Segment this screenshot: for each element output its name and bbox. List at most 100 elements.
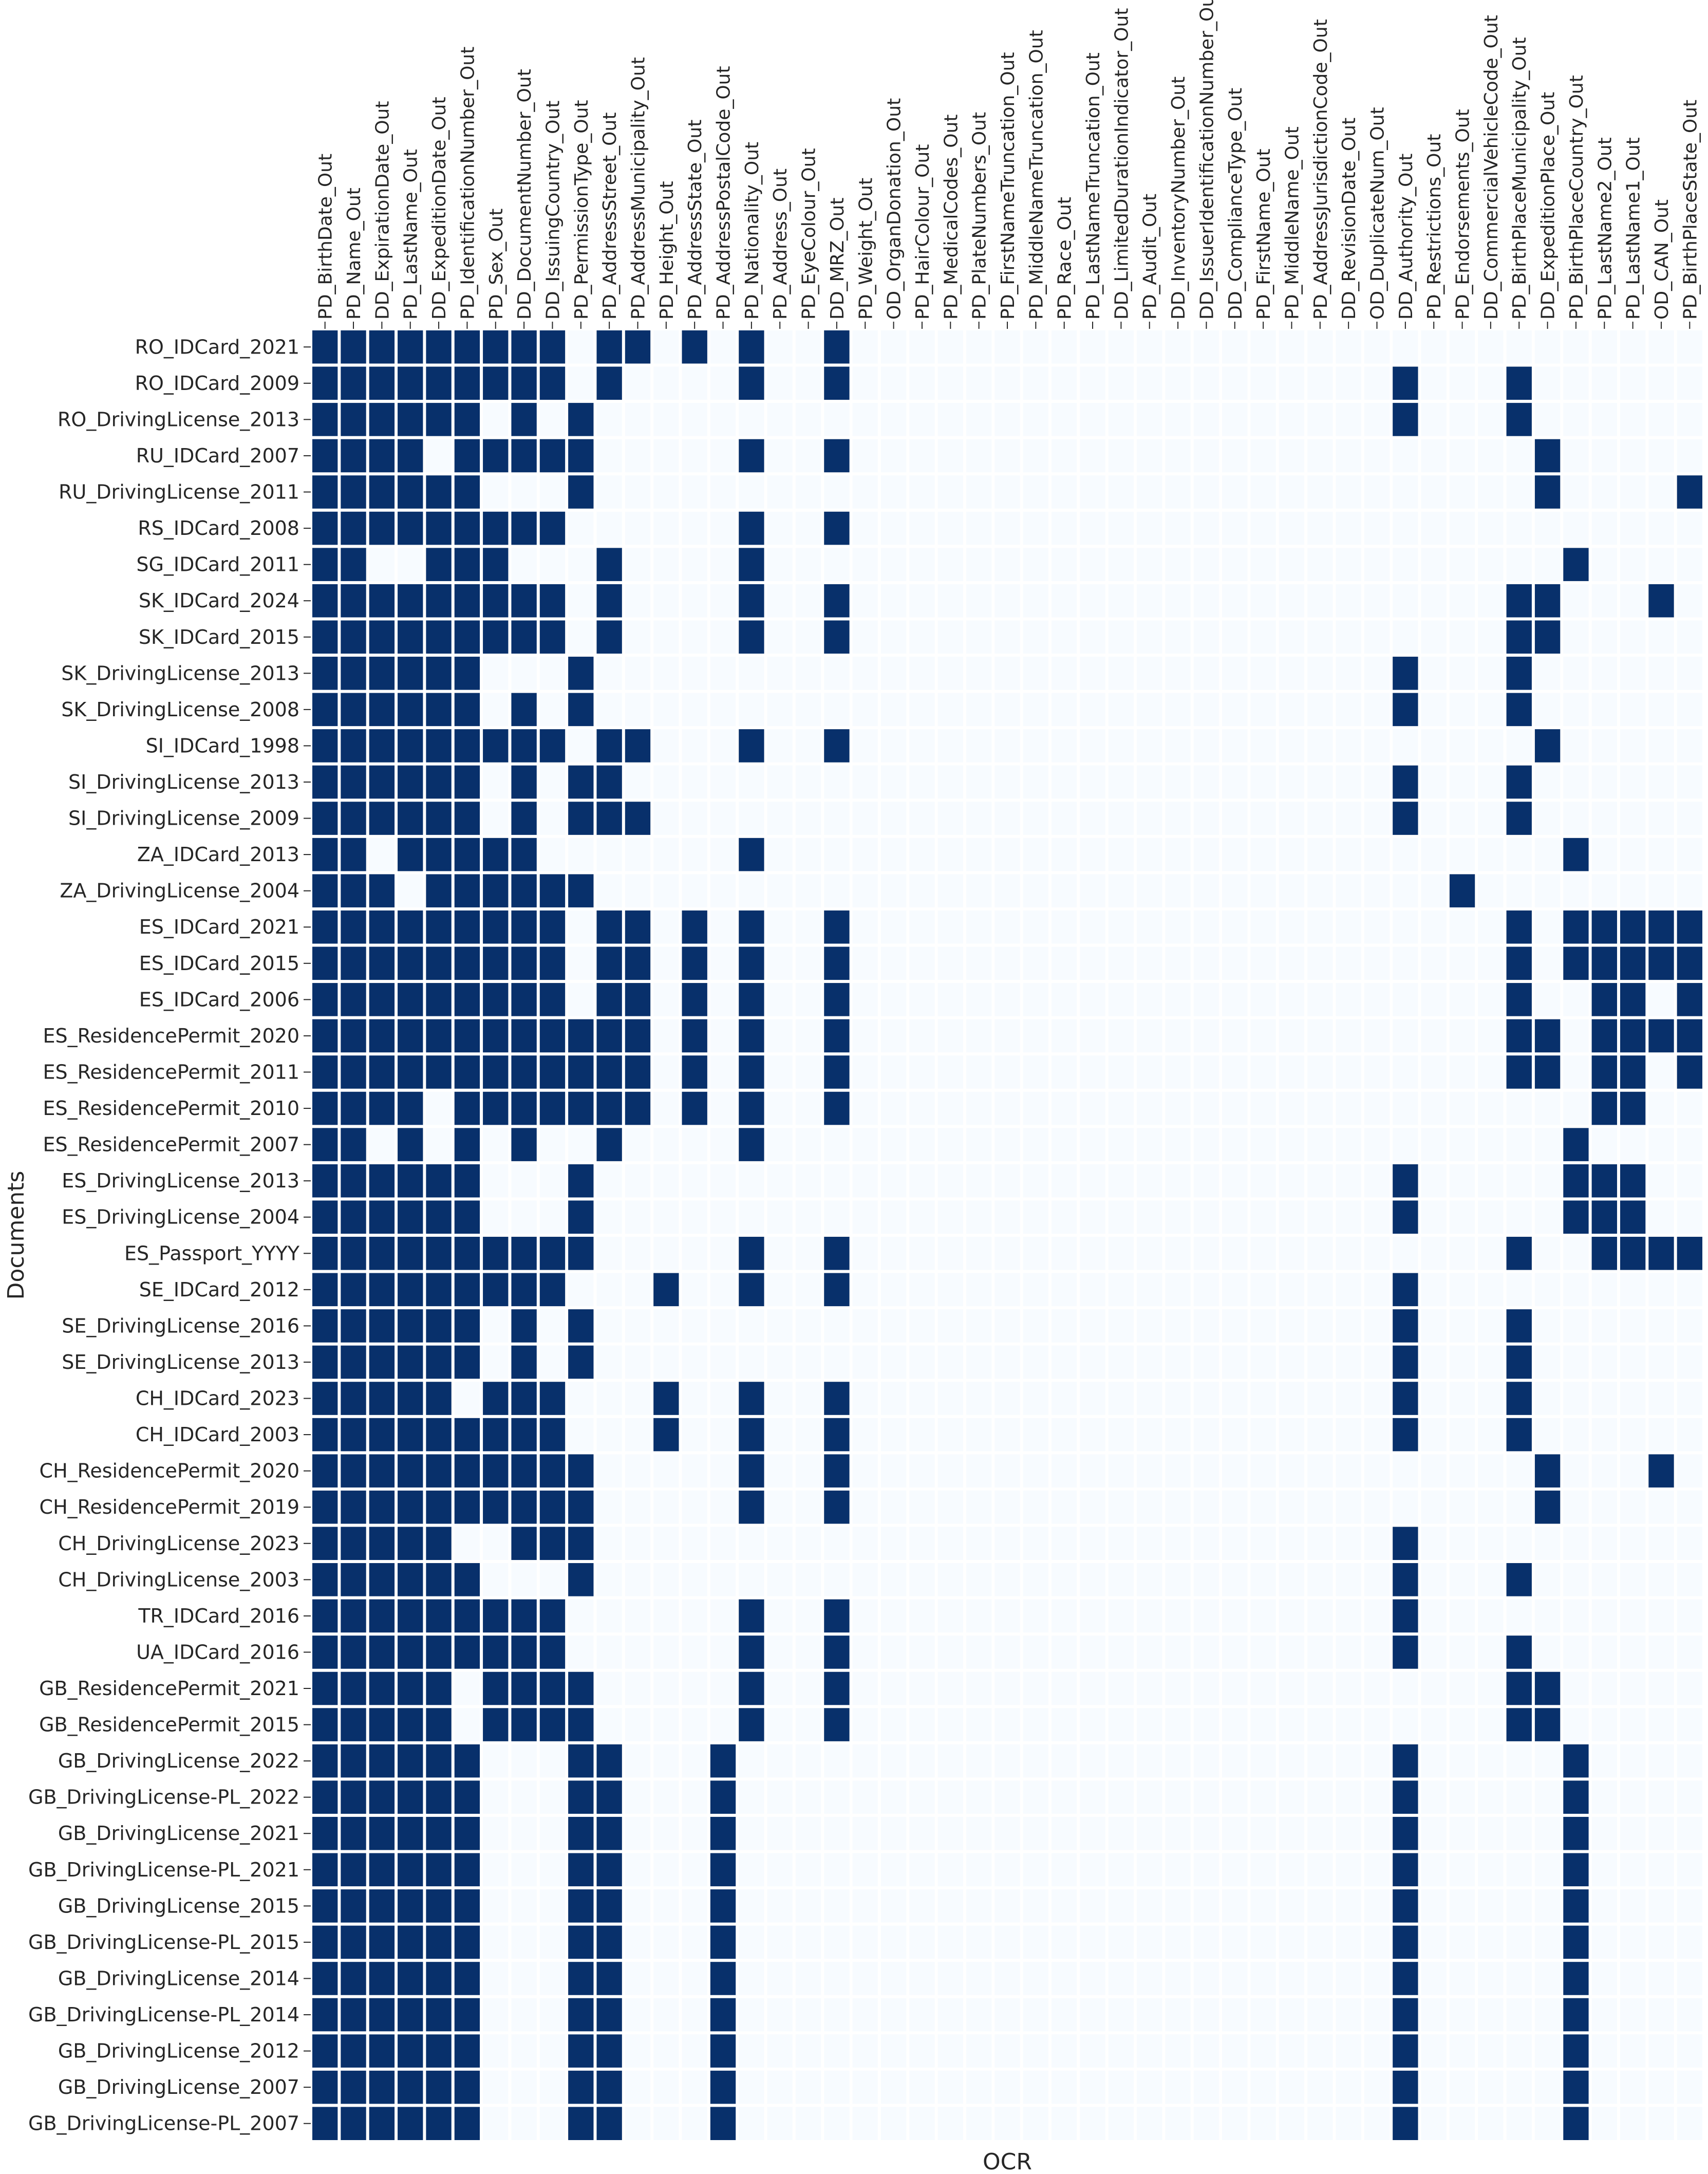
heatmap-cell	[1563, 1998, 1589, 2032]
heatmap-cell	[994, 2107, 1020, 2140]
heatmap-cell	[739, 1200, 764, 1234]
heatmap-cell	[369, 330, 395, 364]
heatmap-cell	[1279, 1889, 1305, 1923]
heatmap-cell	[1591, 838, 1617, 871]
heatmap-cell	[1250, 802, 1276, 835]
column-tick-label: PD_BirthPlaceCountry_Out	[1566, 75, 1587, 320]
column-tick-label: PD_Name_Out	[344, 188, 365, 320]
heatmap-cell	[1677, 1962, 1702, 1995]
heatmap-cell	[1052, 1273, 1077, 1307]
heatmap-cell	[1080, 1671, 1105, 1705]
heatmap-cell	[1648, 1527, 1674, 1560]
heatmap-cell	[1193, 2034, 1219, 2068]
heatmap-cell	[568, 946, 594, 980]
heatmap-cell	[568, 1853, 594, 1887]
heatmap-cell	[1534, 1382, 1561, 1415]
heatmap-cell	[568, 548, 594, 581]
heatmap-cell	[966, 910, 992, 944]
heatmap-cell	[1393, 802, 1418, 835]
heatmap-cell	[1165, 2034, 1191, 2068]
heatmap-cell	[1336, 1345, 1361, 1379]
heatmap-cell	[1193, 1382, 1219, 1415]
heatmap-cell	[454, 1998, 480, 2032]
heatmap-cell	[1023, 1309, 1049, 1343]
heatmap-cell	[1677, 548, 1702, 581]
heatmap-cell	[625, 1164, 651, 1198]
heatmap-cell	[1591, 2070, 1617, 2104]
heatmap-cell	[795, 1816, 821, 1850]
heatmap-cell	[682, 1309, 707, 1343]
row-tick-label: GB_ResidencePermit_2021	[39, 1677, 299, 1700]
heatmap-cell	[341, 1418, 366, 1452]
heatmap-cell	[454, 1816, 480, 1850]
heatmap-cell	[1052, 1636, 1077, 1669]
heatmap-cell	[710, 366, 736, 400]
heatmap-cell	[824, 1490, 850, 1524]
row-tick-label: ES_IDCard_2021	[139, 916, 299, 938]
heatmap-cell	[880, 1454, 907, 1488]
heatmap-cell	[1307, 1382, 1333, 1415]
heatmap-cell	[1677, 1853, 1702, 1887]
heatmap-cell	[1534, 657, 1561, 690]
heatmap-cell	[739, 946, 764, 980]
heatmap-cell	[1108, 1309, 1134, 1343]
heatmap-cell	[1052, 2070, 1077, 2104]
heatmap-cell	[426, 1925, 452, 1959]
heatmap-cell	[1336, 620, 1361, 654]
heatmap-cell	[1421, 1490, 1447, 1524]
heatmap-cell	[1165, 403, 1191, 436]
heatmap-cell	[909, 511, 935, 545]
heatmap-cell	[454, 1345, 480, 1379]
heatmap-cell	[1165, 657, 1191, 690]
heatmap-cell	[1250, 1055, 1276, 1089]
heatmap-cell	[312, 366, 338, 400]
heatmap-cell	[1563, 1309, 1589, 1343]
heatmap-cell	[1307, 1237, 1333, 1270]
heatmap-cell	[312, 1527, 338, 1560]
heatmap-cell	[739, 511, 764, 545]
heatmap-cell	[880, 946, 907, 980]
heatmap-cell	[1506, 1708, 1532, 1741]
heatmap-cell	[1108, 1382, 1134, 1415]
heatmap-cell	[994, 1309, 1020, 1343]
heatmap-cell	[625, 693, 651, 727]
heatmap-cell	[1165, 1671, 1191, 1705]
heatmap-cell	[795, 548, 821, 581]
heatmap-cell	[511, 403, 537, 436]
heatmap-cell	[1449, 1382, 1475, 1415]
heatmap-cell	[966, 1164, 992, 1198]
heatmap-cell	[341, 1671, 366, 1705]
column-tick-label: PD_BirthPlaceMunicipality_Out	[1509, 37, 1530, 320]
heatmap-cell	[1279, 1925, 1305, 1959]
heatmap-cell	[1393, 1382, 1418, 1415]
heatmap-cell	[1052, 1599, 1077, 1633]
heatmap-cell	[1677, 1744, 1702, 1778]
heatmap-cell	[454, 403, 480, 436]
heatmap-cell	[937, 1889, 963, 1923]
heatmap-cell	[710, 2107, 736, 2140]
heatmap-cell	[1193, 2070, 1219, 2104]
heatmap-cell	[539, 1091, 566, 1125]
heatmap-cell	[1108, 548, 1134, 581]
heatmap-cell	[1563, 1671, 1589, 1705]
heatmap-cell	[1449, 802, 1475, 835]
heatmap-cell	[739, 1273, 764, 1307]
heatmap-cell	[824, 802, 850, 835]
heatmap-cell	[1137, 1454, 1162, 1488]
heatmap-cell	[596, 1563, 622, 1596]
heatmap-cell	[767, 657, 793, 690]
heatmap-cell	[682, 1418, 707, 1452]
heatmap-cell	[1591, 1345, 1617, 1379]
heatmap-cell	[795, 1490, 821, 1524]
heatmap-cell	[1393, 1055, 1418, 1089]
heatmap-cell	[398, 874, 423, 907]
heatmap-cell	[1506, 1345, 1532, 1379]
heatmap-cell	[596, 475, 622, 509]
heatmap-cell	[1421, 1091, 1447, 1125]
heatmap-cell	[1108, 1454, 1134, 1488]
heatmap-cell	[596, 2034, 622, 2068]
heatmap-cell	[1250, 2107, 1276, 2140]
column-tick-label: OD_CAN_Out	[1651, 199, 1673, 320]
heatmap-cell	[1222, 983, 1248, 1016]
heatmap-cell	[852, 1091, 878, 1125]
